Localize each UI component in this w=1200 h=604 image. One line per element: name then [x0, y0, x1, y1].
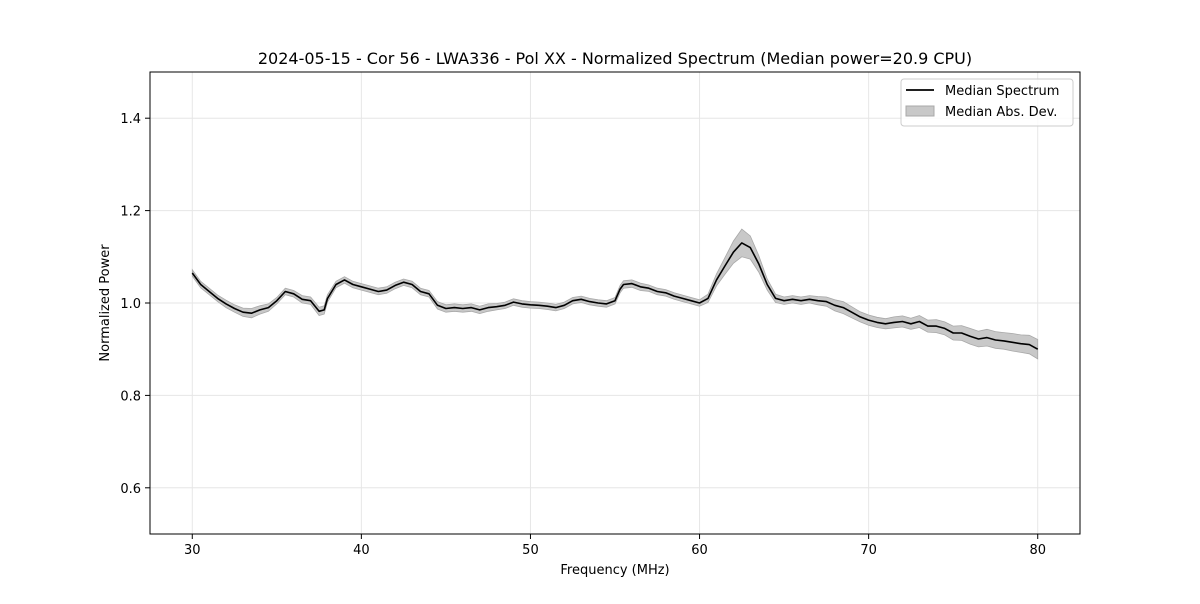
- legend-entry-median-spectrum: Median Spectrum: [945, 84, 1059, 99]
- chart-title: 2024-05-15 - Cor 56 - LWA336 - Pol XX - …: [258, 49, 972, 68]
- x-tick-label: 40: [353, 543, 370, 558]
- x-tick-label: 70: [860, 543, 877, 558]
- legend-band-swatch: [905, 105, 935, 117]
- y-tick-label: 1.0: [120, 297, 141, 312]
- y-axis-label: Normalized Power: [98, 244, 113, 362]
- x-axis-ticks: 30 40 50 60 70 80: [184, 534, 1046, 558]
- x-tick-label: 80: [1029, 543, 1046, 558]
- y-tick-label: 1.4: [120, 112, 141, 127]
- y-tick-label: 1.2: [120, 205, 141, 220]
- x-axis-label: Frequency (MHz): [560, 563, 669, 578]
- x-tick-label: 30: [184, 543, 201, 558]
- legend-entry-median-abs-dev: Median Abs. Dev.: [945, 105, 1057, 120]
- y-tick-label: 0.6: [120, 482, 141, 497]
- legend-box: [900, 78, 1074, 127]
- mad-band: [191, 228, 1039, 360]
- y-axis-ticks: 0.6 0.8 1.0 1.2 1.4: [120, 112, 150, 497]
- series-line-median-spectrum: [191, 242, 1039, 350]
- series-band-median-abs-dev: [191, 228, 1039, 360]
- x-tick-label: 50: [522, 543, 539, 558]
- legend: Median Spectrum Median Abs. Dev.: [900, 78, 1074, 127]
- x-tick-label: 60: [691, 543, 708, 558]
- median-line: [191, 242, 1039, 350]
- y-tick-label: 0.8: [120, 389, 141, 404]
